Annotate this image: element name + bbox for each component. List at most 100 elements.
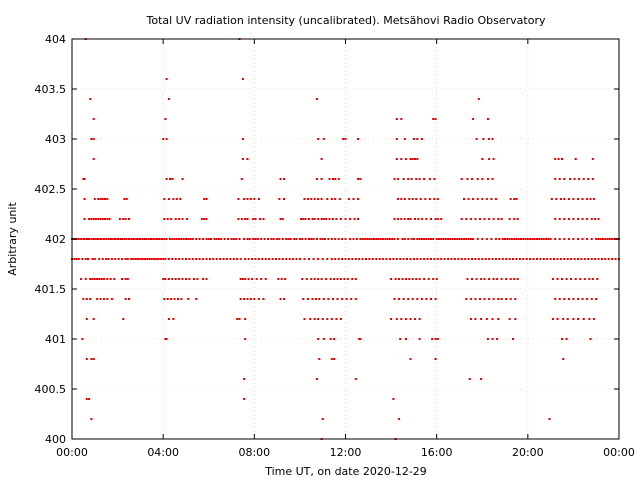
data-point bbox=[312, 258, 315, 260]
data-point bbox=[433, 198, 436, 200]
data-point bbox=[419, 198, 422, 200]
data-point bbox=[545, 238, 548, 240]
data-point bbox=[471, 258, 473, 260]
data-point bbox=[205, 238, 208, 240]
data-point bbox=[382, 238, 385, 240]
data-point bbox=[347, 198, 350, 200]
data-point bbox=[491, 338, 494, 340]
data-point bbox=[243, 198, 246, 200]
data-point bbox=[101, 258, 104, 260]
data-point bbox=[222, 258, 225, 260]
data-point bbox=[480, 278, 483, 280]
data-point bbox=[104, 198, 106, 200]
data-point bbox=[334, 198, 337, 200]
data-point bbox=[476, 198, 479, 200]
data-point bbox=[90, 138, 93, 140]
data-point bbox=[607, 258, 610, 260]
data-point bbox=[175, 238, 178, 240]
data-point bbox=[84, 278, 87, 280]
data-point bbox=[123, 238, 126, 240]
data-point bbox=[100, 238, 103, 240]
data-point bbox=[121, 278, 124, 280]
data-point bbox=[77, 238, 80, 240]
data-point bbox=[102, 298, 105, 300]
data-point bbox=[179, 198, 182, 200]
data-point bbox=[172, 198, 175, 200]
data-point bbox=[594, 218, 597, 220]
x-tick-label: 12:00 bbox=[330, 446, 362, 459]
data-point bbox=[416, 158, 419, 160]
data-point bbox=[91, 258, 94, 260]
data-point bbox=[561, 278, 563, 280]
data-point bbox=[257, 298, 260, 300]
data-point bbox=[202, 278, 205, 280]
data-point bbox=[167, 278, 170, 280]
data-point bbox=[368, 258, 371, 260]
data-point bbox=[92, 358, 95, 360]
data-point bbox=[358, 338, 361, 340]
data-point bbox=[403, 238, 406, 240]
data-point bbox=[284, 278, 287, 280]
data-point bbox=[447, 258, 450, 260]
data-point bbox=[185, 258, 187, 260]
data-point bbox=[247, 258, 250, 260]
data-point bbox=[157, 258, 160, 260]
data-point bbox=[298, 238, 301, 240]
data-point bbox=[181, 278, 184, 280]
data-point bbox=[338, 198, 341, 200]
data-point bbox=[163, 238, 166, 240]
data-point bbox=[512, 338, 514, 340]
data-point bbox=[310, 278, 313, 280]
data-point bbox=[138, 238, 141, 240]
data-point bbox=[559, 258, 562, 260]
data-point bbox=[400, 198, 403, 200]
data-point bbox=[302, 298, 305, 300]
data-point bbox=[498, 258, 501, 260]
data-point bbox=[403, 198, 406, 200]
data-point bbox=[279, 298, 282, 300]
data-point bbox=[536, 238, 538, 240]
data-point bbox=[567, 238, 570, 240]
data-point bbox=[347, 258, 350, 260]
data-point bbox=[215, 258, 218, 260]
data-point bbox=[281, 218, 284, 220]
data-point bbox=[288, 258, 291, 260]
data-point bbox=[198, 238, 201, 240]
data-point bbox=[128, 298, 130, 300]
data-point bbox=[491, 138, 494, 140]
data-point bbox=[81, 338, 84, 340]
y-tick-label: 404 bbox=[45, 33, 66, 46]
data-point bbox=[218, 238, 220, 240]
data-point bbox=[310, 198, 313, 200]
data-point bbox=[285, 238, 288, 240]
data-point bbox=[562, 358, 565, 360]
data-point bbox=[93, 258, 96, 260]
data-point bbox=[365, 258, 367, 260]
data-point bbox=[475, 138, 478, 140]
y-tick-label: 403.5 bbox=[35, 83, 67, 96]
data-point bbox=[262, 298, 265, 300]
data-point bbox=[457, 258, 460, 260]
data-point bbox=[187, 298, 190, 300]
data-point bbox=[246, 198, 249, 200]
data-point bbox=[472, 198, 475, 200]
data-point bbox=[173, 238, 176, 240]
data-point bbox=[162, 278, 165, 280]
data-point bbox=[501, 258, 504, 260]
data-point bbox=[505, 278, 508, 280]
data-point bbox=[563, 258, 566, 260]
data-point bbox=[325, 278, 328, 280]
data-point bbox=[516, 218, 519, 220]
data-point bbox=[410, 238, 413, 240]
data-point bbox=[497, 298, 500, 300]
data-point bbox=[155, 258, 158, 260]
data-point bbox=[271, 258, 274, 260]
data-point bbox=[396, 218, 399, 220]
data-point bbox=[322, 338, 325, 340]
data-point bbox=[354, 258, 357, 260]
data-point bbox=[423, 178, 426, 180]
data-point bbox=[100, 278, 103, 280]
data-point bbox=[213, 238, 216, 240]
data-point bbox=[590, 258, 593, 260]
